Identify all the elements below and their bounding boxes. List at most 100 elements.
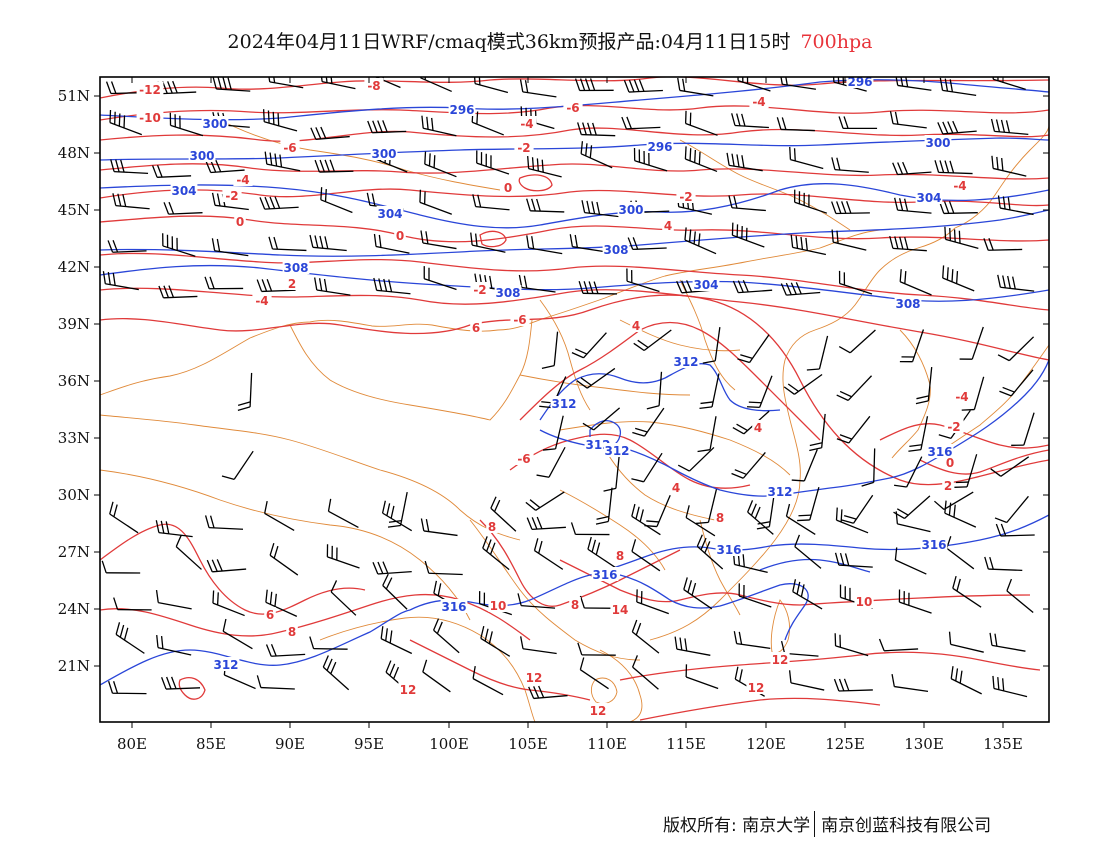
wind-barb (794, 189, 828, 214)
wind-barb (571, 332, 607, 359)
isoline-label-bg (201, 116, 229, 130)
geopotential-label: 300 (371, 147, 396, 161)
temperature-label: 0 (946, 456, 954, 470)
wind-barb (519, 79, 557, 98)
temperature-label: 8 (571, 598, 579, 612)
wind-barb (946, 536, 975, 570)
geopotential-label: 312 (551, 397, 576, 411)
coastline-japan (934, 344, 1049, 456)
isoline-label-bg (952, 389, 972, 403)
temp-closed-contour (479, 230, 507, 248)
border-southwest (469, 519, 641, 661)
wind-barb (696, 534, 724, 570)
isoline-label-bg (920, 537, 948, 551)
wind-barb (889, 235, 927, 252)
wind-barb (731, 222, 765, 248)
wind-barb (603, 454, 620, 492)
wind-barb (476, 150, 510, 175)
wind-barb (525, 491, 565, 511)
geopotential-label: 300 (925, 136, 950, 150)
wind-barb (421, 115, 457, 137)
province-4 (699, 519, 741, 616)
wind-barb (989, 632, 1026, 652)
wind-barb (326, 544, 360, 569)
isoline-label-bg (252, 293, 272, 307)
temperature-label: 2 (288, 277, 296, 291)
lon-label: 130E (904, 735, 944, 753)
wind-barb (580, 141, 613, 169)
wind-barb (623, 79, 663, 93)
wind-barb (780, 282, 821, 296)
lon-label: 90E (275, 735, 305, 753)
wind-barb (420, 518, 458, 537)
geopotential-label: 316 (592, 568, 617, 582)
temperature-label: 12 (400, 683, 417, 697)
isoline-label-bg (486, 519, 498, 533)
wind-barb (574, 78, 614, 92)
wind-barb (789, 146, 824, 170)
wind-barb (731, 452, 766, 479)
isoline-label-bg (662, 218, 674, 232)
temperature-label: -4 (236, 173, 249, 187)
wind-barb (330, 580, 357, 616)
temperature-label: -2 (225, 189, 238, 203)
title-main: 2024年04月11日WRF/cmaq模式36km预报产品:04月11日15时 (227, 31, 791, 53)
geo-line (759, 558, 871, 573)
temperature-label: 0 (504, 181, 512, 195)
lon-label: 80E (117, 735, 147, 753)
isoline-label-bg (517, 116, 537, 130)
wind-barb (994, 495, 1029, 524)
wind-barb (674, 636, 711, 656)
wind-barb (891, 674, 929, 693)
isoline-label-bg (602, 242, 630, 256)
wind-barb (684, 146, 718, 173)
temperature-label: 0 (396, 229, 404, 243)
temp-line (100, 593, 531, 641)
wind-barb (915, 366, 933, 405)
wind-barb (731, 113, 769, 129)
wind-barb (991, 155, 1027, 177)
temperature-label: 8 (488, 520, 496, 534)
wind-barb (990, 118, 1029, 136)
chart-title: 2024年04月11日WRF/cmaq模式36km预报产品:04月11日15时 7… (0, 27, 1100, 54)
hainan-outline (590, 677, 618, 704)
wind-barb (934, 160, 973, 175)
isoline-label-bg (170, 183, 198, 197)
wind-barb (267, 77, 304, 89)
wind-barb (697, 416, 717, 453)
wind-barb (107, 681, 147, 695)
wind-barb (526, 235, 563, 255)
wind-barb (533, 538, 564, 570)
lat-label: 51N (58, 87, 90, 105)
wind-barb (222, 618, 253, 650)
wind-barb (1006, 578, 1034, 613)
lon-axis-labels: 80E 85E 90E 95E 100E 105E 110E 115E 120E 125E 130E… (117, 735, 1023, 753)
temperature-label: -2 (473, 283, 486, 297)
wind-barb (944, 226, 979, 250)
wind-barb (685, 505, 716, 537)
wind-barb (109, 109, 143, 136)
wind-barb (1011, 412, 1035, 446)
isoline-label-bg (630, 318, 642, 332)
province-3 (559, 489, 666, 571)
wind-barb (984, 556, 1023, 572)
wind-barb (423, 266, 457, 291)
wind-barb (422, 659, 451, 693)
border-north (100, 229, 881, 396)
temperature-label: 14 (612, 603, 629, 617)
wind-barb (472, 666, 504, 696)
lon-label: 110E (587, 735, 627, 753)
lon-label: 115E (666, 735, 706, 753)
wind-barb (161, 676, 201, 690)
wind-barb (269, 543, 299, 576)
geopotential-label: 312 (213, 658, 238, 672)
wind-barb (990, 456, 1030, 477)
wind-barb (995, 523, 1035, 537)
temp-line (409, 639, 591, 701)
isoline-label-bg (212, 657, 240, 671)
temperature-label: 6 (266, 608, 274, 622)
temperature-label: 8 (716, 511, 724, 525)
isoline-label-bg (280, 140, 300, 154)
isoline-label-bg (588, 703, 608, 717)
temperature-label: -4 (520, 117, 533, 131)
